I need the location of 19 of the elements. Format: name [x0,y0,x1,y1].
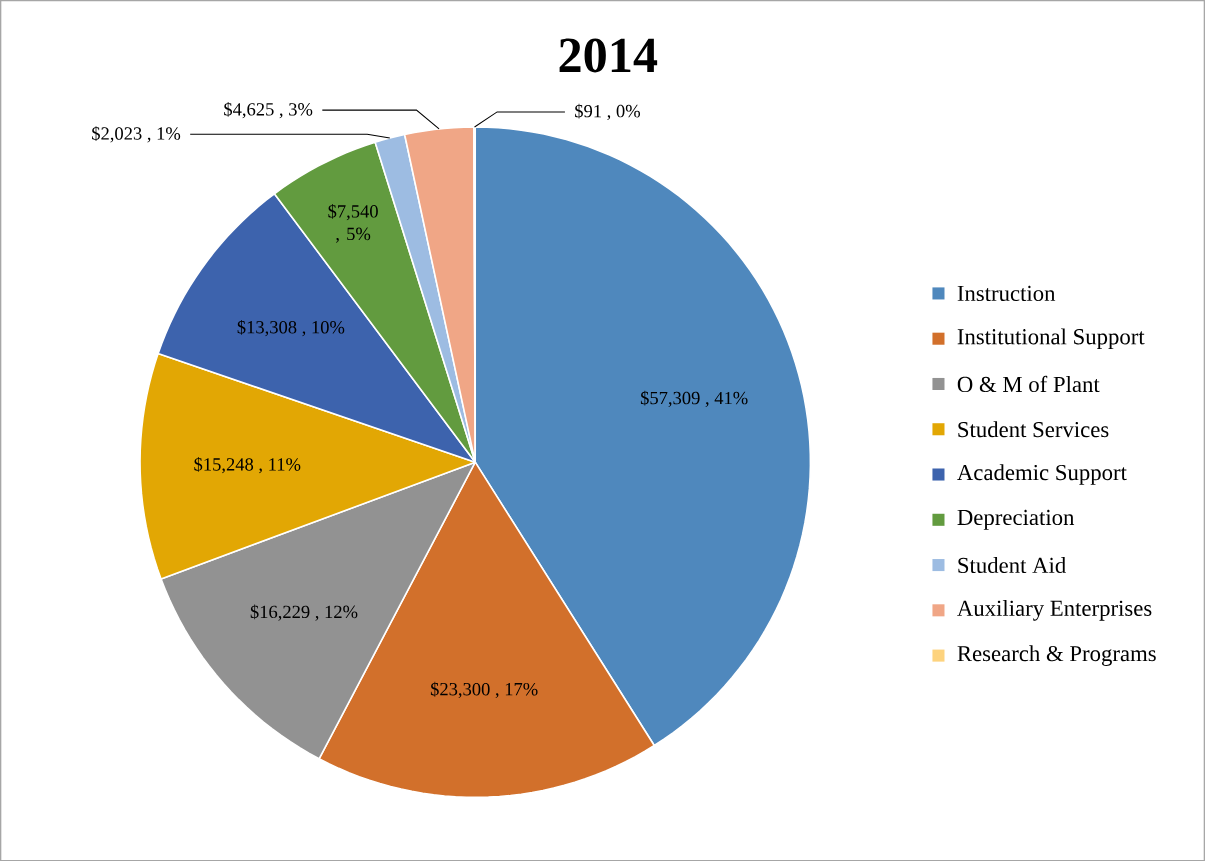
data-label: $7,540 , 5% [328,203,378,243]
data-label: $15,248 , 11% [194,456,301,474]
legend-label: Instruction [957,285,1056,301]
legend-label: Academic Support [957,464,1127,485]
data-label: $2,023 , 1% [92,126,181,143]
legend-label: Auxiliary Enterprises [957,599,1152,621]
data-label: $91 , 0% [575,103,641,120]
chart-title: 2014 [559,38,658,73]
legend-label: Institutional Support [957,328,1145,349]
data-label: $4,625 , 3% [224,101,313,119]
data-label: $23,300 , 17% [430,681,538,698]
legend-label: O & M of Plant [957,375,1100,392]
data-label: $57,309 , 41% [640,390,748,407]
legend-label: Research & Programs [957,645,1156,666]
legend-label: Student Aid [958,556,1066,573]
legend-label: Depreciation [957,509,1075,530]
data-label: $16,229 , 12% [250,604,358,621]
data-label: $13,308 , 10% [237,319,345,337]
legend-label: Student Services [958,421,1109,438]
